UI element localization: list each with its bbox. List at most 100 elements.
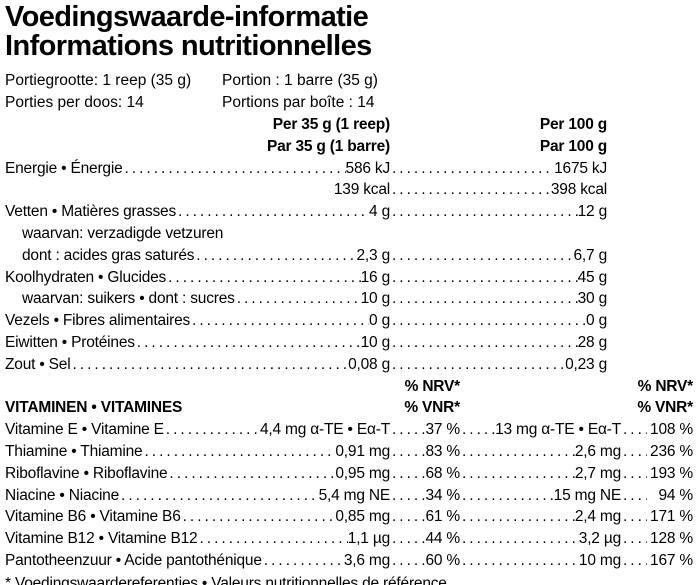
nutrient-label: Energie • Énergie [5, 159, 123, 177]
nutrient-row: Zout • Sel 0,08 g 0,23 g [5, 354, 700, 376]
servings-per-box-fr: Portions par boîte : 14 [222, 94, 375, 111]
serving-size-nl: Portiegrootte: 1 reep (35 g) [5, 72, 192, 89]
dot-leader [194, 245, 356, 267]
nutrient-col-35g: Zout • Sel 0,08 g [5, 354, 390, 376]
nutrient-value-per-100g: 30 g [577, 290, 608, 308]
vitamin-nrv-percent-100g: 128 % [650, 530, 693, 548]
label-title-line-fr: Informations nutritionnelles [5, 30, 372, 62]
nrv-header-35g: % NRV* [404, 377, 461, 395]
dot-leader [621, 528, 647, 550]
dot-leader [460, 463, 575, 485]
nutrient-value-per-35g: 16 g [360, 268, 391, 286]
vitamin-row: Niacine • Niacine 5,4 mg NE 34 % 15 mg NE 94… [5, 485, 700, 507]
dot-leader [460, 485, 554, 507]
dot-leader [390, 506, 425, 528]
nutrient-row: dont : acides gras saturés 2,3 g 6,7 g [5, 245, 700, 267]
dot-leader [460, 419, 495, 441]
nutrient-value-per-100g: 6,7 g [573, 246, 608, 264]
vitamin-value-per-100g: 10 mg [578, 551, 621, 569]
nutrient-value-per-35g: 10 g [360, 290, 391, 308]
servings-per-box-nl: Porties per doos: 14 [5, 94, 144, 111]
dot-leader [621, 485, 647, 507]
label-title: Voedingswaarde-informatie Informations n… [5, 3, 700, 61]
dot-leader [390, 201, 578, 223]
col-per-100g-fr: Par 100 g [539, 137, 607, 155]
nutrient-label: dont : acides gras saturés [22, 246, 195, 264]
dot-leader [176, 201, 369, 223]
nutrient-value-per-100g: 0,23 g [565, 355, 607, 373]
vitamin-nrv-35g: 68 % [390, 463, 460, 485]
nutrient-label: Eiwitten • Protéines [5, 333, 135, 351]
vitamin-value-per-35g: 0,91 mg [335, 442, 390, 460]
vitamin-nrv-percent-100g: 167 % [650, 551, 693, 569]
dot-leader [390, 463, 425, 485]
vitamin-value-per-35g: 4,4 mg α-TE • Eα-T [260, 421, 390, 439]
column-header-row-nl: Per 35 g (1 reep) Per 100 g [5, 114, 700, 136]
nutrient-col-100g: 0 g [390, 310, 607, 332]
nutrient-value-per-35g: 0 g [369, 312, 390, 330]
nutrient-col-35g: dont : acides gras saturés 2,3 g [5, 245, 390, 267]
vitamin-col-35g: Thiamine • Thiamine 0,91 mg [5, 441, 390, 463]
dot-leader [390, 485, 425, 507]
vitamin-label: Vitamine B12 • Vitamine B12 [5, 530, 198, 548]
vitamin-label: Vitamine E • Vitamine E [5, 421, 164, 439]
nutrient-col-35g: Eiwitten • Protéines 10 g [5, 332, 390, 354]
dot-leader [621, 441, 647, 463]
dot-leader [621, 506, 647, 528]
nutrient-col-100g: 1675 kJ [390, 158, 607, 180]
column-header-row-fr: Par 35 g (1 barre) Par 100 g [5, 136, 700, 158]
dot-leader [190, 310, 369, 332]
vitamins-section-title: VITAMINEN • VITAMINES [5, 399, 183, 417]
dot-leader [390, 245, 574, 267]
vitamin-nrv-percent-100g: 171 % [650, 508, 693, 526]
vitamin-col-100g: 2,7 mg 193 % [460, 463, 693, 485]
dot-leader [164, 419, 260, 441]
nutrient-label: Zout • Sel [5, 355, 71, 373]
dot-leader [460, 528, 579, 550]
nutrient-value-per-35g: 586 kJ [345, 159, 391, 177]
nutrient-col-35g: Energie • Énergie 586 kJ [5, 158, 390, 180]
vitamin-col-35g: Vitamine B12 • Vitamine B12 1,1 µg [5, 528, 390, 550]
nutrient-value-per-35g: 10 g [360, 333, 391, 351]
nutrient-col-100g: 6,7 g [390, 245, 608, 267]
vitamin-nrv-percent-100g: 193 % [650, 464, 693, 482]
vitamin-label: Niacine • Niacine [5, 486, 120, 504]
dot-leader [167, 463, 335, 485]
vitamin-nrv-percent-100g: 236 % [650, 442, 693, 460]
vitamin-nrv-35g: 61 % [390, 506, 460, 528]
nutrient-row: Koolhydraten • Glucides 16 g 45 g [5, 267, 700, 289]
vitamin-row: Vitamine B12 • Vitamine B121,1 µg44 % 3,2… [5, 528, 700, 550]
dot-leader [460, 550, 579, 572]
dot-leader [390, 550, 425, 572]
vitamin-col-35g: Pantotheenzuur • Acide pantothénique 3,6 … [5, 550, 390, 572]
nutrient-col-100g: 28 g [390, 332, 608, 354]
nutrient-row: Vetten • Matières grasses 4 g 12 g [5, 201, 700, 223]
vitamin-nrv-35g: 44 % [390, 528, 460, 550]
dot-leader [621, 419, 647, 441]
dot-leader [70, 354, 348, 376]
vitamin-value-per-100g: 3,2 µg [578, 530, 621, 548]
label-title-line-nl: Voedingswaarde-informatie [5, 1, 369, 33]
nutrient-label: waarvan: suikers • dont : sucres [22, 290, 235, 308]
nutrient-col-35g: Vetten • Matières grasses 4 g [5, 201, 390, 223]
nutrient-col-35g: waarvan: suikers • dont : sucres 10 g [5, 288, 390, 310]
nutrient-row: Vezels • Fibres alimentaires 0 g 0 g [5, 310, 700, 332]
nutrient-col-100g: 30 g [390, 288, 608, 310]
dot-leader [166, 267, 361, 289]
vitamin-row: Vitamine E • Vitamine E 4,4 mg α-TE • Eα-… [5, 419, 700, 441]
vitamin-nrv-percent-35g: 83 % [425, 442, 460, 460]
dot-leader [181, 506, 336, 528]
nutrient-value-per-35g: 139 kcal [333, 181, 390, 199]
vitamin-label: Vitamine B6 • Vitamine B6 [5, 508, 181, 526]
vitamin-col-35g: Vitamine B6 • Vitamine B6 0,85 mg [5, 506, 390, 528]
dot-leader [390, 267, 578, 289]
dot-leader [460, 506, 575, 528]
nutrient-value-per-35g: 0,08 g [348, 355, 390, 373]
dot-leader [142, 441, 335, 463]
col-per-35g-nl: Per 35 g (1 reep) [272, 116, 390, 133]
nutrient-col-35g: Koolhydraten • Glucides 16 g [5, 267, 390, 289]
dot-leader [390, 332, 578, 354]
vitamin-row: Vitamine B6 • Vitamine B60,85 mg61 %2,4 … [5, 506, 700, 528]
vitamin-col-100g: 2,6 mg 236 % [460, 441, 693, 463]
dot-leader [135, 332, 361, 354]
